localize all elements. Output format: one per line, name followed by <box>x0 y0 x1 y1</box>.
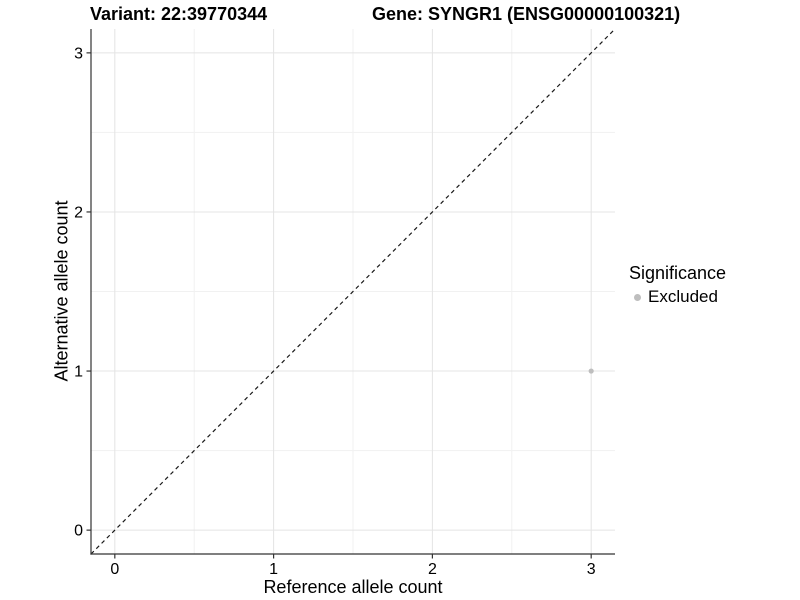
y-tick-label: 3 <box>74 45 83 62</box>
y-tick-label: 1 <box>74 364 83 381</box>
gene-title: Gene: SYNGR1 (ENSG00000100321) <box>372 4 681 24</box>
legend-item-excluded: Excluded <box>629 287 726 307</box>
identity-dashed-line <box>90 28 616 555</box>
x-tick-label: 3 <box>587 561 596 578</box>
x-axis-title: Reference allele count <box>263 577 443 597</box>
variant-title: Variant: 22:39770344 <box>90 4 268 24</box>
y-tick-label: 2 <box>74 204 83 221</box>
x-tick-label: 1 <box>269 561 278 578</box>
x-tick-label: 2 <box>428 561 437 578</box>
legend-title: Significance <box>629 263 727 283</box>
y-axis-title: Alternative allele count <box>51 200 72 382</box>
y-tick-label: 0 <box>74 523 83 540</box>
excluded-point-icon <box>634 293 641 301</box>
legend-item-label: Excluded <box>648 287 718 306</box>
legend: Significance Excluded <box>629 263 726 307</box>
data-point-excluded <box>588 368 594 374</box>
x-tick-label: 0 <box>110 561 119 578</box>
